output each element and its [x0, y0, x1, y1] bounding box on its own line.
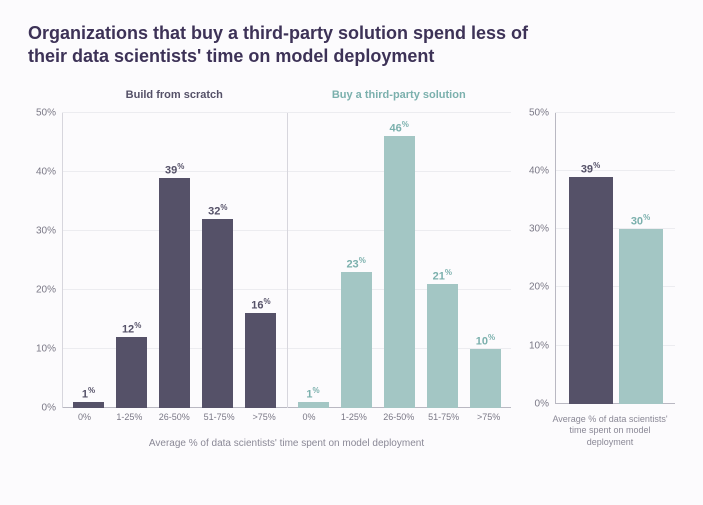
- panel-buy: 1% 23% 46% 21% 10%: [287, 113, 512, 408]
- bar-value-label: 10%: [476, 333, 495, 348]
- y-tick: 40%: [36, 166, 56, 177]
- y-tick: 30%: [36, 225, 56, 236]
- panel-title-buy: Buy a third-party solution: [287, 89, 512, 107]
- summary-chart: 0%10%20%30%40%50% 39%30% Average % of da…: [525, 89, 675, 449]
- panel-title-build: Build from scratch: [62, 89, 287, 107]
- bar: 12%: [116, 337, 147, 408]
- x-category-label: >75%: [466, 412, 511, 432]
- bar: 46%: [384, 136, 415, 407]
- bar-wrap: 1%: [292, 113, 335, 408]
- bar-value-label: 12%: [122, 321, 141, 336]
- y-tick: 0%: [42, 402, 56, 413]
- bar-wrap: 32%: [196, 113, 239, 408]
- summary-bars: 39%30%: [555, 113, 675, 404]
- summary-y-axis: 0%10%20%30%40%50%: [525, 113, 555, 404]
- bar-value-label: 21%: [433, 268, 452, 283]
- bar: 39%: [159, 178, 190, 408]
- main-y-axis: 0%10%20%30%40%50%: [28, 113, 62, 408]
- x-category-label: 26-50%: [376, 412, 421, 432]
- bar-value-label: 32%: [208, 203, 227, 218]
- summary-bar: 39%: [569, 177, 613, 404]
- bar-wrap: 16%: [239, 113, 282, 408]
- x-category-label: 51-75%: [421, 412, 466, 432]
- page-title: Organizations that buy a third-party sol…: [28, 22, 568, 69]
- x-category-label: 0%: [287, 412, 332, 432]
- summary-x-title: Average % of data scientists' time spent…: [525, 414, 675, 449]
- y-tick: 20%: [36, 284, 56, 295]
- x-category-label: >75%: [242, 412, 287, 432]
- summary-plot: 0%10%20%30%40%50% 39%30%: [525, 113, 675, 404]
- bar: 32%: [202, 219, 233, 408]
- y-tick: 50%: [529, 107, 549, 118]
- y-tick: 40%: [529, 165, 549, 176]
- bar-wrap: 21%: [421, 113, 464, 408]
- x-category-label: 26-50%: [152, 412, 197, 432]
- bar-value-label: 1%: [82, 386, 95, 401]
- y-tick: 10%: [529, 340, 549, 351]
- bar-wrap: 10%: [464, 113, 507, 408]
- x-category-label: 1-25%: [331, 412, 376, 432]
- bar-wrap: 39%: [153, 113, 196, 408]
- bar-value-label: 39%: [165, 162, 184, 177]
- bar-value-label: 16%: [251, 297, 270, 312]
- x-category-label: 0%: [62, 412, 107, 432]
- bar-value-label: 23%: [346, 256, 365, 271]
- x-category-label: 1-25%: [107, 412, 152, 432]
- y-tick: 0%: [535, 398, 549, 409]
- main-x-title: Average % of data scientists' time spent…: [28, 438, 511, 449]
- bar: 1%: [298, 402, 329, 408]
- bar: 23%: [341, 272, 372, 408]
- bar-value-label: 46%: [390, 120, 409, 135]
- main-x-labels: 0%1-25%26-50%51-75%>75% 0%1-25%26-50%51-…: [28, 412, 511, 432]
- bar: 1%: [73, 402, 104, 408]
- main-plot-area: 0%10%20%30%40%50% 1%12%39%32%16% 1%23%46…: [28, 113, 511, 408]
- bar: 10%: [470, 349, 501, 408]
- bar: 16%: [245, 313, 276, 407]
- bar-wrap: 12%: [110, 113, 153, 408]
- y-tick: 20%: [529, 282, 549, 293]
- charts-row: Build from scratch Buy a third-party sol…: [28, 89, 675, 449]
- bar-value-label: 39%: [581, 161, 600, 176]
- main-chart: Build from scratch Buy a third-party sol…: [28, 89, 511, 449]
- bar-wrap: 46%: [378, 113, 421, 408]
- summary-bar: 30%: [619, 229, 663, 404]
- y-tick: 10%: [36, 343, 56, 354]
- x-category-label: 51-75%: [197, 412, 242, 432]
- panel-build: 1% 12% 39% 32% 16%: [62, 113, 287, 408]
- bar-wrap: 1%: [67, 113, 110, 408]
- bar-value-label: 1%: [306, 386, 319, 401]
- bar-wrap: 23%: [335, 113, 378, 408]
- bar-value-label: 30%: [631, 213, 650, 228]
- y-tick: 30%: [529, 224, 549, 235]
- bar: 21%: [427, 284, 458, 408]
- y-tick: 50%: [36, 107, 56, 118]
- panel-titles: Build from scratch Buy a third-party sol…: [28, 89, 511, 107]
